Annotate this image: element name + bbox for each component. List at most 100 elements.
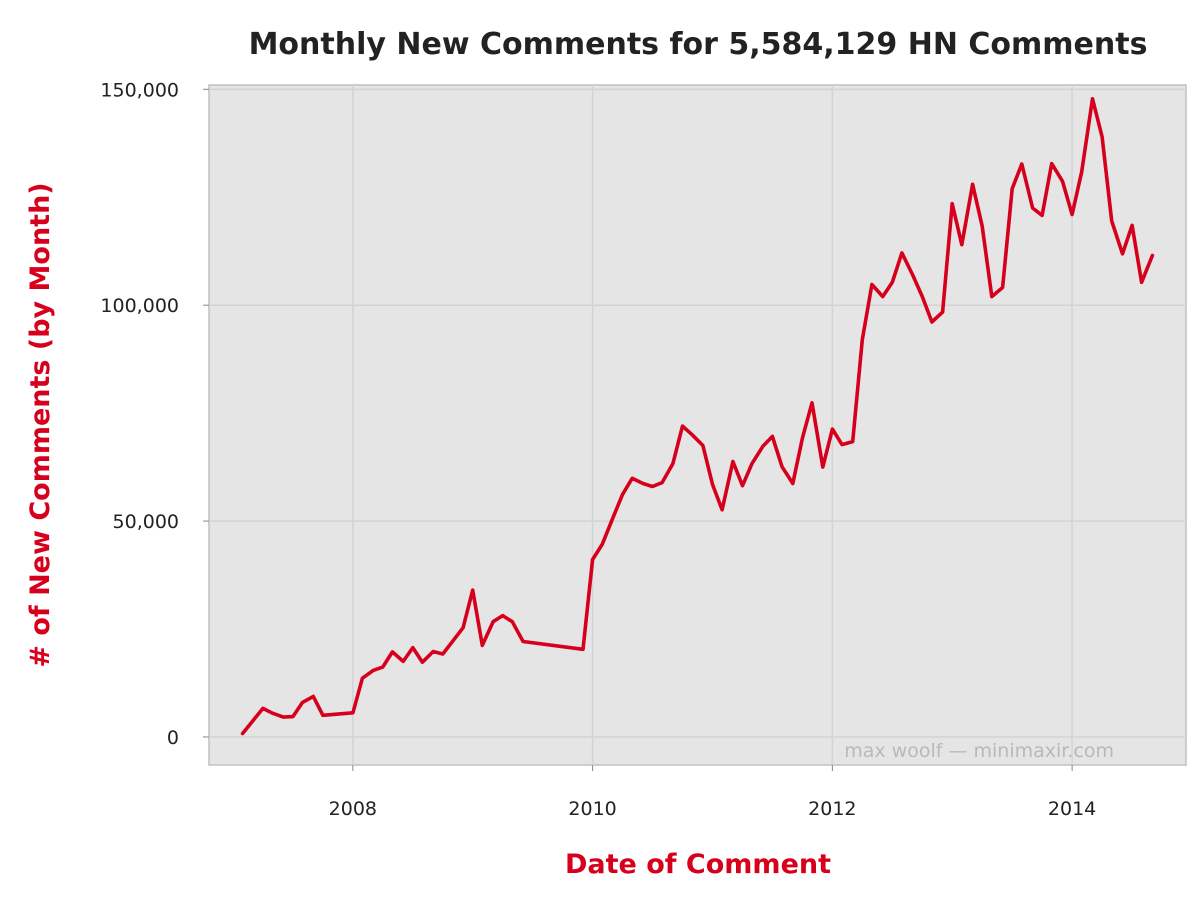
data-point [521,640,525,644]
data-point [870,283,874,287]
data-point [761,445,765,449]
data-point [831,427,835,431]
data-point [921,295,925,299]
series-layer [240,97,1155,736]
data-point [801,436,805,440]
data-point [911,273,915,277]
data-point [731,460,735,464]
chart-title: Monthly New Comments for 5,584,129 HN Co… [249,27,1148,62]
data-point [421,660,425,664]
data-point [261,707,265,711]
data-point [241,732,245,736]
watermark: max woolf — minimaxir.com [844,740,1114,762]
data-point [1080,170,1084,174]
data-point [581,648,585,652]
data-point [1091,97,1095,101]
data-point [711,483,715,487]
data-point [861,338,865,342]
data-point [771,435,775,439]
plot-panel [208,84,1187,766]
data-point [681,424,685,428]
data-point [971,183,975,187]
data-point [1110,219,1114,223]
data-point [491,620,495,624]
data-point [810,401,814,405]
data-point [741,484,745,488]
data-point [501,614,505,618]
data-point [621,493,625,497]
data-point [671,462,675,466]
data-point [282,715,286,719]
data-point [720,508,724,512]
data-point [930,320,934,324]
data-point [351,711,355,715]
data-point [511,620,515,624]
data-point [252,718,256,722]
data-point [1010,187,1014,191]
data-point [611,516,615,520]
data-point [1070,213,1074,217]
data-point [471,588,475,592]
data-point [401,660,405,664]
data-point [1061,180,1065,184]
data-point [651,485,655,489]
gridlines [209,85,1186,765]
data-point [1031,206,1035,210]
data-point [1121,252,1125,256]
x-tick-label: 2012 [808,798,856,820]
data-point [271,711,275,715]
data-point [371,669,375,673]
data-point [1050,162,1054,166]
x-tick-label: 2014 [1048,798,1096,820]
data-point [960,243,964,247]
data-point [950,202,954,206]
data-point [321,714,325,718]
data-point [1100,135,1104,139]
data-point [1001,286,1005,290]
data-point [941,310,945,314]
data-point [1151,254,1155,258]
data-point [291,715,295,719]
data-point [312,695,316,699]
data-point [1130,224,1134,228]
data-point [591,558,595,562]
data-point [750,462,754,466]
data-point [461,626,465,630]
x-axis-title: Date of Comment [565,849,831,880]
x-tick-label: 2008 [329,798,377,820]
data-point [600,543,604,547]
data-point [431,650,435,654]
data-point [660,481,664,485]
series-line [240,97,1155,736]
data-point [840,443,844,447]
data-point [391,650,395,654]
data-point [891,281,895,285]
data-point [851,440,855,444]
data-point [641,482,645,486]
data-point [780,465,784,469]
y-tick-label: 50,000 [113,511,179,533]
data-point [791,482,795,486]
data-point [701,444,705,448]
data-point [630,477,634,481]
data-point [411,646,415,650]
data-point [381,665,385,669]
y-axis-ticks: 0 50,000 100,000 150,000 [100,79,209,749]
data-point [481,644,485,648]
data-point [1020,162,1024,166]
data-point [881,295,885,299]
y-tick-label: 100,000 [100,295,179,317]
y-axis-title: # of New Comments (by Month) [25,182,56,667]
data-point [990,295,994,299]
data-point [1040,214,1044,218]
data-point [441,652,445,656]
x-tick-label: 2010 [568,798,616,820]
data-point [821,465,825,469]
data-point [900,251,904,255]
y-tick-label: 150,000 [100,79,179,101]
data-point [980,224,984,228]
data-point [690,433,694,437]
data-point [301,701,305,705]
x-axis-ticks: 2008 2010 2012 2014 [329,765,1096,820]
